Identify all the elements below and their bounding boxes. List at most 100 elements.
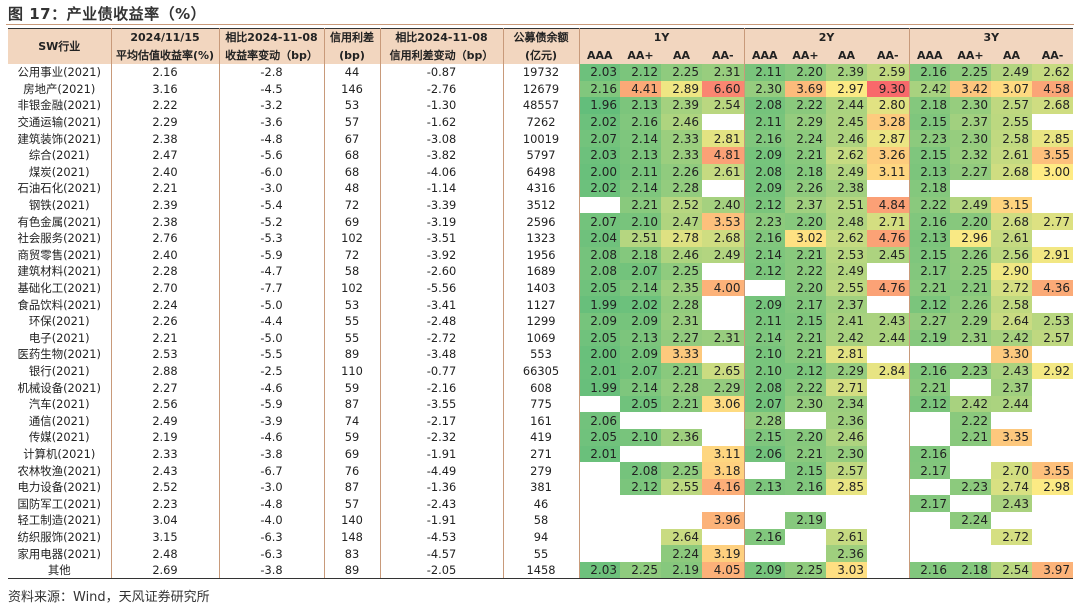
balance-cell: 48557 [502,97,579,114]
industry-name: 建筑装饰(2021) [17,131,101,146]
balance-cell: 279 [502,462,579,479]
y3-aa-plus-cell: 2.49 [950,196,991,214]
y2-aaa-cell: 2.12 [743,263,785,280]
spread-cell: 59 [323,379,380,396]
y2-aa-cell: 2.42 [826,329,867,347]
y1-aa-minus-cell: 2.31 [702,64,744,81]
y3-aa-minus-cell: 2.91 [1032,246,1073,264]
rating-aa: AA [661,46,702,64]
y3-aa-plus-cell [950,346,991,363]
balance-cell: 1956 [502,246,579,264]
y2-aa-minus-cell [867,446,909,463]
y3-aa-cell: 2.68 [991,213,1032,230]
y3-aa-minus-cell: 4.36 [1032,279,1073,297]
y3-aa-minus-cell [1032,180,1073,197]
y1-aaa-cell: 2.16 [578,80,620,98]
y2-aa-plus-cell: 2.26 [785,180,826,197]
header-cmp2: 相比2024-11-08 [379,28,503,46]
y1-aa-cell [661,512,702,529]
y3-aa-minus-cell [1032,529,1073,546]
y2-aa-plus-cell: 2.19 [785,512,826,529]
spread-chg-cell: -1.36 [379,478,503,496]
industry-name: 纺织服饰(2021) [17,529,101,544]
y2-aaa-cell: 2.10 [743,346,785,363]
industry-name: 医药生物(2021) [17,347,101,362]
y2-aaa-cell [743,512,785,529]
industry-name: 汽车(2021) [28,397,90,412]
y3-aa-plus-cell [950,545,991,562]
y2-aa-minus-cell [867,429,909,446]
spread-chg-cell: -0.87 [379,64,503,81]
spread-chg-cell: -2.76 [379,80,503,98]
y1-aa-minus-cell: 2.65 [702,362,744,380]
y2-aaa-cell: 2.08 [743,379,785,396]
table-row: 机械设备(2021) 2.27 -4.6 59 -2.16 608 1.99 2.14 2.28… [8,379,1073,396]
y1-aaa-cell: 2.05 [578,429,620,446]
y3-aaa-cell: 2.13 [908,229,950,247]
yield-chg-cell: -6.0 [218,163,324,181]
y1-aa-cell: 2.28 [661,180,702,197]
balance-cell: 46 [502,495,579,513]
y2-aa-plus-cell: 2.22 [785,97,826,114]
y3-aa-plus-cell [950,495,991,512]
spread-chg-cell: -2.60 [379,263,503,280]
y3-aa-cell: 2.74 [991,478,1032,496]
industry-name: 电子(2021) [28,330,90,345]
header-date: 2024/11/15 [110,28,219,46]
rating-aaa: AAA [908,46,950,64]
y1-aa-cell: 2.36 [661,429,702,446]
y3-aa-plus-cell: 2.23 [950,478,991,496]
y1-aa-plus-cell: 2.10 [620,213,661,230]
y3-aaa-cell: 2.16 [908,561,950,580]
y2-aa-plus-cell [785,545,826,562]
y3-aaa-cell: 2.15 [908,146,950,164]
y1-aa-cell: 2.19 [661,561,702,580]
y2-aa-plus-cell: 2.21 [785,329,826,347]
y1-aa-cell: 2.47 [661,213,702,230]
balance-cell: 5797 [502,146,579,164]
y3-aa-minus-cell [1032,263,1073,280]
y3-aa-plus-cell: 2.30 [950,130,991,147]
industry-name: 环保(2021) [28,314,90,329]
y1-aa-plus-cell: 2.13 [620,329,661,347]
y2-aaa-cell: 2.09 [743,146,785,164]
y1-aaa-cell [578,196,620,214]
header-yield-chg: 收益率变动（bp） [218,46,324,64]
table-row: 有色金属(2021) 2.38 -5.2 69 -3.19 2596 2.07 2.10 2.4… [8,213,1073,230]
spread-cell: 68 [323,163,380,181]
y2-aa-cell: 2.62 [826,146,867,164]
y2-aa-cell: 2.41 [826,312,867,330]
spread-cell: 55 [323,329,380,347]
yield-chg-cell: -5.6 [218,146,324,164]
y3-aa-cell: 2.58 [991,130,1032,147]
y2-aaa-cell: 2.07 [743,395,785,413]
table-row: 计算机(2021) 2.33 -3.8 69 -1.91 271 2.01 3.11 2.06 2… [8,445,1073,463]
y3-aa-cell: 2.56 [991,246,1032,264]
y3-aaa-cell: 2.15 [908,246,950,264]
y3-aa-minus-cell: 3.00 [1032,163,1073,181]
spread-chg-cell: -2.16 [379,379,503,396]
y3-aaa-cell [908,412,950,430]
y2-aa-cell: 2.36 [826,412,867,430]
yield-chg-cell: -5.0 [218,329,324,347]
table-row: 基础化工(2021) 2.70 -7.7 102 -5.56 1403 2.05 2.14 2.… [8,279,1073,297]
industry-name: 其他 [8,561,111,580]
y2-aa-minus-cell: 2.84 [867,362,909,380]
rating-aa-plus: AA+ [950,46,991,64]
balance-cell: 58 [502,512,579,529]
y1-aa-cell: 2.28 [661,379,702,396]
y1-aa-minus-cell [702,114,744,131]
industry-name: 房地产(2021) [23,81,96,96]
y1-aa-plus-cell: 2.07 [620,263,661,280]
y1-aa-cell [661,495,702,512]
y1-aa-cell: 2.25 [661,64,702,81]
industry-yield-table: SW行业 2024/11/15 相比2024-11-08 信用利差 相比2024… [8,28,1073,580]
y3-aa-minus-cell [1032,446,1073,463]
yield-chg-cell: -4.8 [218,495,324,513]
y1-aa-plus-cell: 2.25 [620,561,661,580]
y1-aaa-cell [578,545,620,562]
spread-chg-cell: -3.55 [379,395,503,413]
spread-chg-cell: -1.14 [379,180,503,197]
y2-aa-minus-cell [867,512,909,529]
yield-chg-cell: -3.8 [218,445,324,463]
